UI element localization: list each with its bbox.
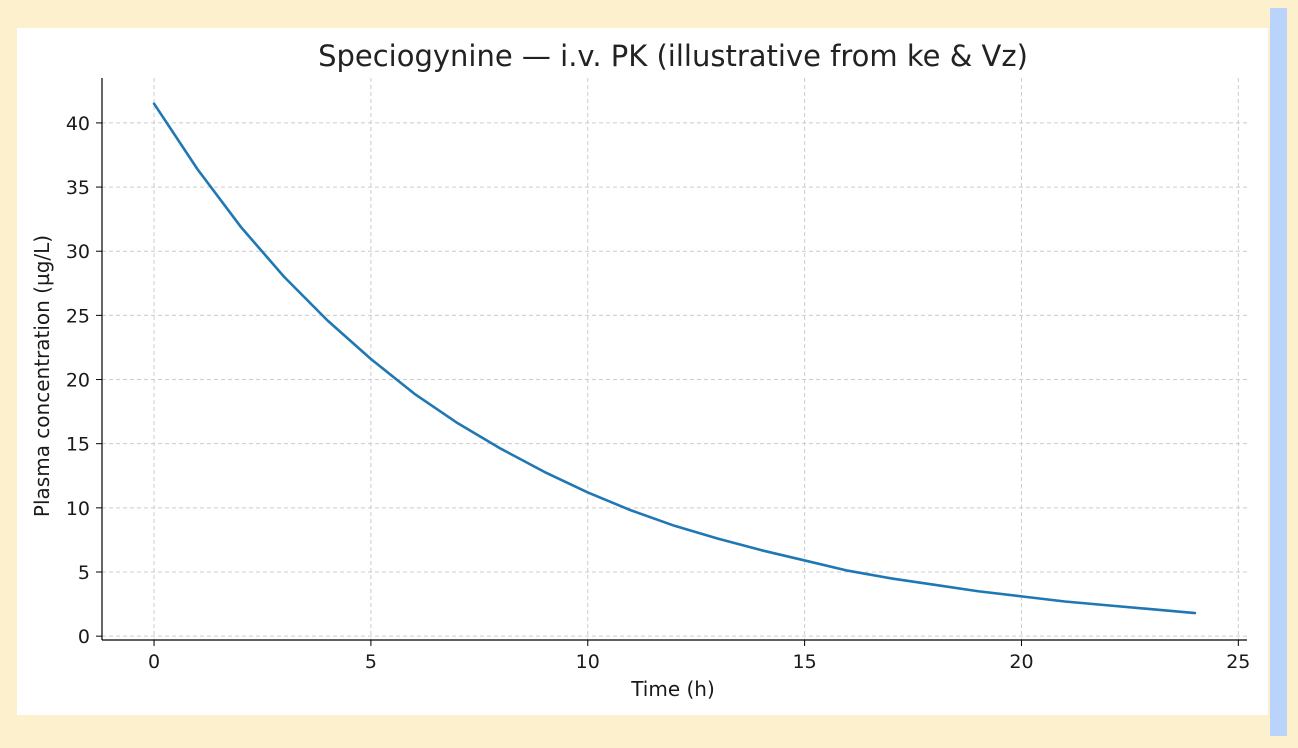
concentration-series-line bbox=[152, 102, 1197, 615]
series-layer bbox=[152, 102, 1197, 615]
x-tick-label: 15 bbox=[793, 651, 817, 673]
y-tick-label: 20 bbox=[66, 370, 90, 392]
chart-panel: Speciogynine — i.v. PK (illustrative fro… bbox=[17, 28, 1268, 715]
y-axis-ticks: 0 5 10 15 20 25 30 35 40 bbox=[66, 113, 102, 648]
y-tick-label: 30 bbox=[66, 241, 90, 263]
pk-line-chart: Speciogynine — i.v. PK (illustrative fro… bbox=[30, 39, 1250, 701]
x-tick-label: 20 bbox=[1009, 651, 1033, 673]
y-axis-label: Plasma concentration (µg/L) bbox=[30, 235, 54, 517]
x-tick-label: 5 bbox=[365, 651, 377, 673]
x-axis-ticks: 0 5 10 15 20 25 bbox=[148, 640, 1250, 673]
y-tick-label: 40 bbox=[66, 113, 90, 135]
x-axis-label: Time (h) bbox=[630, 677, 715, 701]
y-tick-label: 10 bbox=[66, 498, 90, 520]
y-tick-label: 35 bbox=[66, 177, 90, 199]
y-tick-label: 5 bbox=[78, 562, 90, 584]
y-tick-label: 25 bbox=[66, 305, 90, 327]
y-tick-label: 15 bbox=[66, 434, 90, 456]
chart-title: Speciogynine — i.v. PK (illustrative fro… bbox=[318, 39, 1028, 73]
x-tick-label: 10 bbox=[576, 651, 600, 673]
x-tick-label: 0 bbox=[148, 651, 160, 673]
axes bbox=[101, 78, 1247, 641]
x-tick-label: 25 bbox=[1226, 651, 1250, 673]
y-tick-label: 0 bbox=[78, 626, 90, 648]
side-stripe bbox=[1270, 8, 1287, 736]
grid-lines bbox=[102, 78, 1247, 640]
